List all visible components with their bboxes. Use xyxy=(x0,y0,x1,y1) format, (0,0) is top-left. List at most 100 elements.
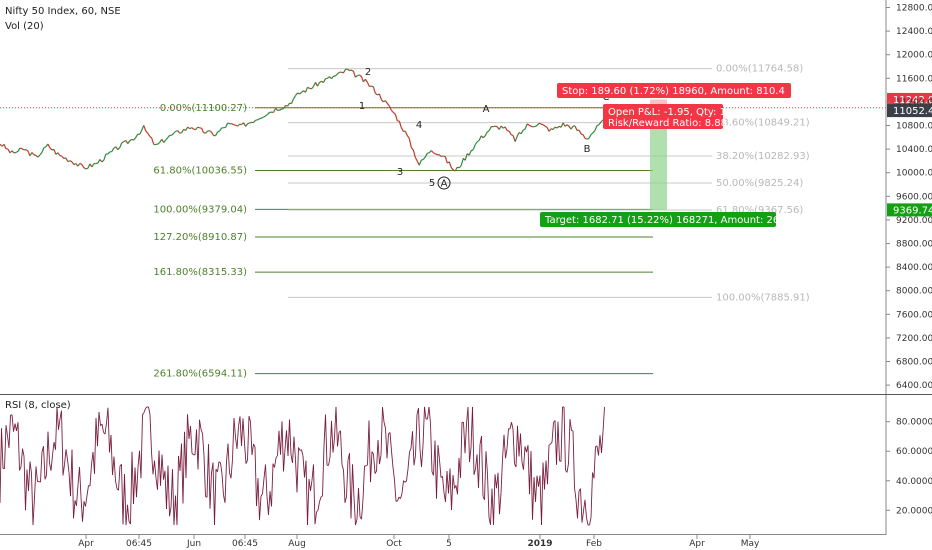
rsi-segment xyxy=(557,421,560,461)
rsi-segment xyxy=(185,414,188,478)
rsi-segment xyxy=(515,425,518,468)
rsi-segment xyxy=(353,497,356,526)
rsi-segment xyxy=(472,406,475,475)
rsi-segment xyxy=(172,469,175,526)
rsi-segment xyxy=(451,474,454,510)
price-segment xyxy=(522,128,526,131)
rsi-segment xyxy=(133,467,136,504)
price-segment xyxy=(101,159,105,163)
rsi-segment xyxy=(125,504,128,526)
rsi-segment xyxy=(254,446,257,506)
price-segment xyxy=(273,108,277,113)
price-segment xyxy=(592,129,596,134)
time-tick-label: Feb xyxy=(586,539,602,549)
rsi-segment xyxy=(46,431,49,476)
price-segment xyxy=(73,162,77,166)
rsi-segment xyxy=(590,472,593,518)
rsi-segment xyxy=(157,450,160,490)
rsi-segment xyxy=(281,421,284,472)
rsi-segment xyxy=(506,428,509,449)
rsi-segment xyxy=(242,418,245,444)
rsi-series xyxy=(0,406,605,526)
price-tick-label: 12400.00 xyxy=(896,27,932,37)
price-segment xyxy=(265,113,268,117)
rsi-segment xyxy=(127,504,130,522)
price-segment xyxy=(516,132,520,137)
price-segment xyxy=(163,139,167,143)
rsi-segment xyxy=(22,448,25,457)
rsi-segment xyxy=(358,488,361,517)
price-segment xyxy=(406,135,410,139)
rsi-segment xyxy=(158,450,161,486)
rsi-segment xyxy=(65,449,68,460)
rsi-segment xyxy=(554,420,557,465)
price-tick-label: 9200.00 xyxy=(896,216,932,226)
price-segment xyxy=(205,130,209,134)
price-segment xyxy=(103,153,107,161)
time-tick-label: May xyxy=(741,539,760,549)
price-segment xyxy=(322,78,326,83)
rsi-segment xyxy=(340,430,343,465)
price-segment xyxy=(470,149,474,152)
price-segment xyxy=(147,132,151,137)
price-segment xyxy=(476,139,480,143)
price-tag-box xyxy=(887,104,932,118)
price-segment xyxy=(560,122,564,128)
rsi-segment xyxy=(523,446,526,470)
rsi-segment xyxy=(346,460,349,497)
price-segment xyxy=(335,73,338,77)
rsi-segment xyxy=(64,449,67,465)
price-segment xyxy=(566,124,570,127)
price-segment xyxy=(235,124,238,127)
rsi-segment xyxy=(593,446,596,479)
rsi-segment xyxy=(107,407,110,453)
rsi-segment xyxy=(200,429,203,434)
fib-right-label: 23.60%(10849.21) xyxy=(716,118,810,129)
rsi-segment xyxy=(403,480,406,483)
rsi-segment xyxy=(164,470,167,510)
price-segment xyxy=(127,140,131,144)
price-segment xyxy=(526,123,530,126)
position-boxes: Stop: 189.60 (1.72%) 18960, Amount: 810.… xyxy=(540,83,808,227)
rsi-segment xyxy=(305,460,308,526)
price-segment xyxy=(189,127,192,130)
rsi-segment xyxy=(259,496,262,521)
price-segment xyxy=(441,155,444,158)
rsi-segment xyxy=(331,420,334,453)
price-segment xyxy=(351,69,354,72)
rsi-segment xyxy=(430,423,433,472)
rsi-segment xyxy=(400,493,403,499)
rsi-segment xyxy=(4,425,7,469)
rsi-segment xyxy=(422,406,425,446)
price-segment xyxy=(131,138,134,141)
rsi-segment xyxy=(44,475,47,480)
rsi-segment xyxy=(148,406,151,415)
price-segment xyxy=(33,154,37,156)
rsi-segment xyxy=(167,465,170,517)
price-segment xyxy=(512,135,516,142)
price-segment xyxy=(588,134,592,139)
price-segment xyxy=(435,153,438,156)
price-segment xyxy=(414,157,418,162)
rsi-segment xyxy=(407,451,410,470)
price-segment xyxy=(371,85,374,88)
rsi-segment xyxy=(79,466,82,498)
rsi-segment xyxy=(17,422,20,471)
rsi-segment xyxy=(379,455,382,465)
rsi-segment xyxy=(601,431,604,453)
rsi-segment xyxy=(130,451,133,525)
rsi-segment xyxy=(25,469,28,511)
rsi-segment xyxy=(274,457,277,468)
rsi-segment xyxy=(497,472,500,515)
rsi-segment xyxy=(481,436,484,497)
rsi-segment xyxy=(262,478,265,494)
rsi-segment xyxy=(203,455,206,497)
rsi-segment xyxy=(547,445,550,485)
rsi-segment xyxy=(445,470,448,502)
price-segment xyxy=(247,122,250,125)
rsi-segment xyxy=(577,490,580,519)
rsi-segment xyxy=(62,464,65,476)
price-segment xyxy=(375,92,378,96)
rsi-segment xyxy=(34,466,37,498)
